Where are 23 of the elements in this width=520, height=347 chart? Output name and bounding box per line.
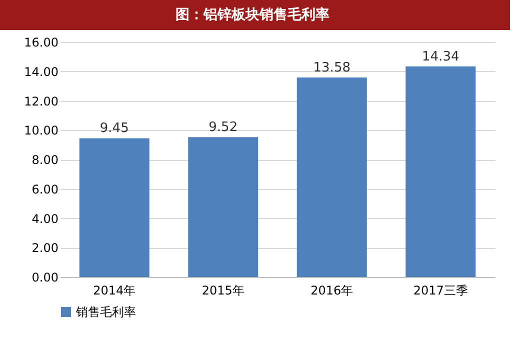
data-label: 14.34 [422, 49, 460, 64]
y-tick-label: 12.00 [24, 94, 58, 108]
bar [79, 138, 150, 277]
x-tick-label: 2017三季 [413, 284, 468, 298]
y-tick-label: 0.00 [32, 270, 58, 284]
legend-label: 销售毛利率 [75, 305, 136, 319]
data-label: 9.45 [100, 121, 129, 136]
bar [406, 66, 476, 277]
y-tick-label: 2.00 [32, 241, 58, 256]
y-tick-label: 10.00 [24, 124, 58, 138]
x-tick-label: 2016年 [310, 284, 354, 298]
chart-title: 图：铝锌板块销售毛利率 [176, 6, 330, 23]
x-tick-label: 2015年 [202, 284, 244, 298]
data-label: 9.52 [208, 120, 238, 136]
x-tick-label: 2014年 [93, 284, 136, 298]
bar [296, 78, 367, 277]
y-tick-label: 14.00 [24, 64, 58, 79]
y-tick-label: 4.00 [32, 212, 58, 226]
data-label: 13.58 [313, 60, 350, 76]
bar [188, 137, 258, 277]
y-tick-label: 16.00 [24, 36, 58, 50]
y-tick-label: 8.00 [32, 153, 58, 167]
y-tick-label: 6.00 [32, 182, 58, 196]
